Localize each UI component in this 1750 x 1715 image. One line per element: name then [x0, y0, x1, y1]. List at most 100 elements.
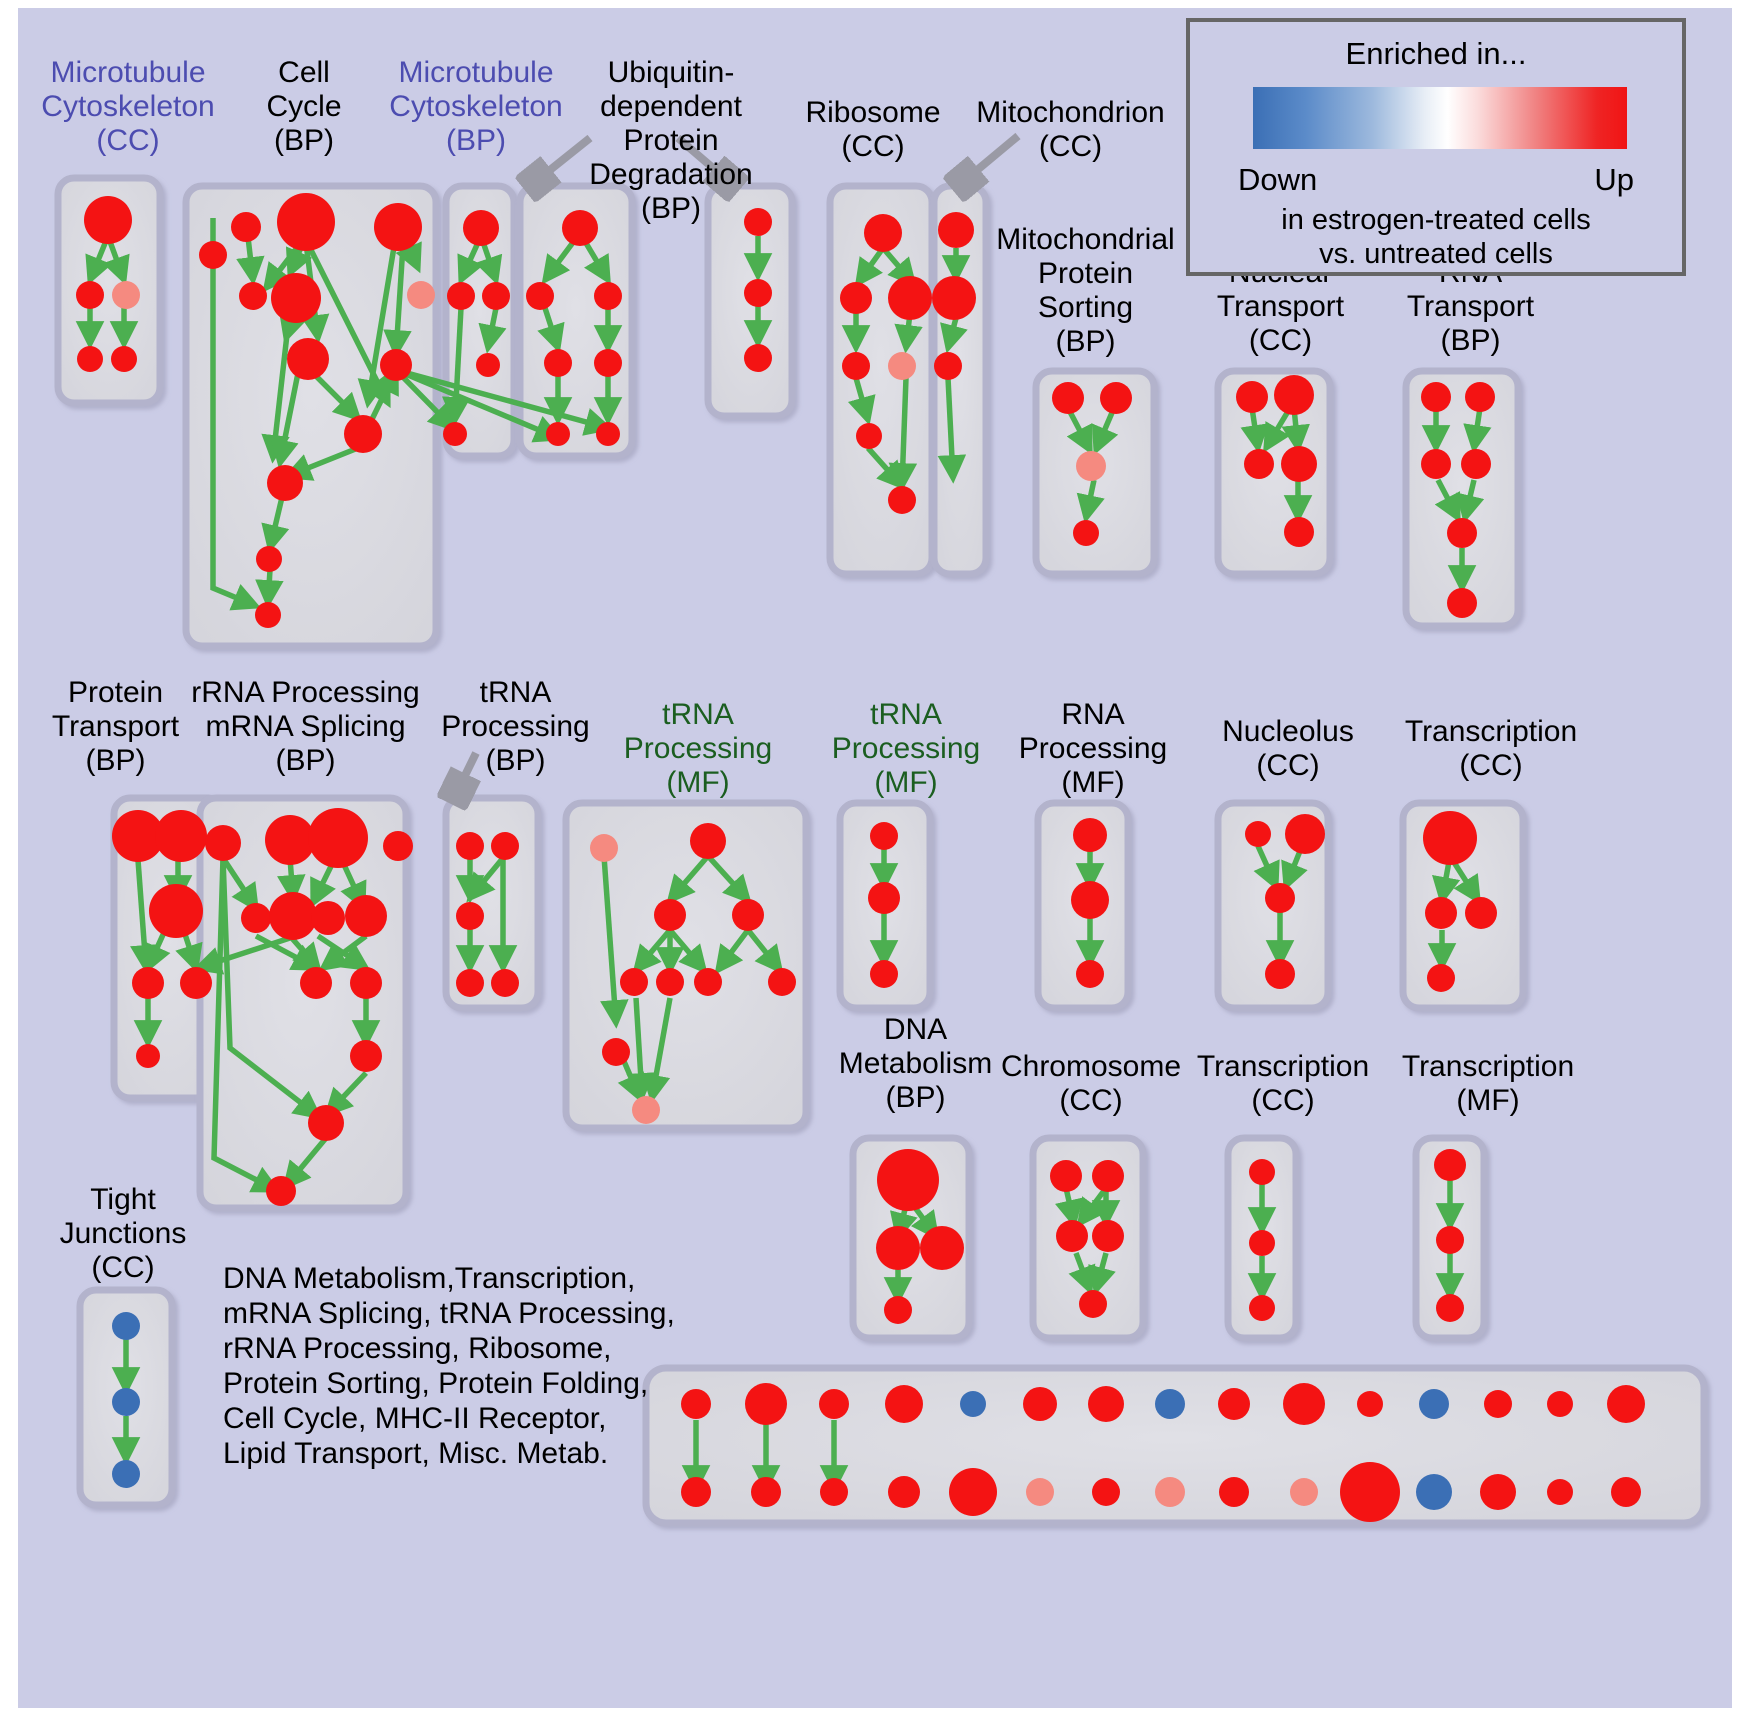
node[interactable]	[885, 1385, 923, 1423]
node[interactable]	[1465, 382, 1495, 412]
node[interactable]	[1421, 382, 1451, 412]
node[interactable]	[842, 352, 870, 380]
node[interactable]	[732, 899, 764, 931]
node[interactable]	[1274, 375, 1314, 415]
node[interactable]	[1547, 1479, 1573, 1505]
node[interactable]	[1340, 1462, 1400, 1522]
node[interactable]	[596, 422, 620, 446]
node[interactable]	[1427, 964, 1455, 992]
node[interactable]	[526, 282, 554, 310]
node[interactable]	[546, 422, 570, 446]
node[interactable]	[1092, 1220, 1124, 1252]
node[interactable]	[1073, 818, 1107, 852]
node[interactable]	[744, 279, 772, 307]
node[interactable]	[112, 810, 164, 862]
node[interactable]	[744, 208, 772, 236]
node[interactable]	[1447, 518, 1477, 548]
node[interactable]	[888, 1476, 920, 1508]
node[interactable]	[751, 1477, 781, 1507]
node[interactable]	[1236, 381, 1268, 413]
node[interactable]	[949, 1468, 997, 1516]
node[interactable]	[1050, 1160, 1082, 1192]
node[interactable]	[888, 276, 932, 320]
node[interactable]	[681, 1477, 711, 1507]
node[interactable]	[111, 346, 137, 372]
node[interactable]	[1071, 881, 1109, 919]
node[interactable]	[374, 203, 422, 251]
node[interactable]	[1285, 814, 1325, 854]
node[interactable]	[180, 967, 212, 999]
node[interactable]	[1073, 520, 1099, 546]
node[interactable]	[380, 349, 412, 381]
node[interactable]	[1100, 382, 1132, 414]
node[interactable]	[239, 282, 267, 310]
node[interactable]	[590, 834, 618, 862]
node[interactable]	[1219, 1477, 1249, 1507]
node[interactable]	[269, 892, 317, 940]
node[interactable]	[864, 214, 902, 252]
node[interactable]	[620, 968, 648, 996]
node[interactable]	[820, 1478, 848, 1506]
node[interactable]	[632, 1096, 660, 1124]
node[interactable]	[231, 212, 261, 242]
node[interactable]	[456, 969, 484, 997]
node[interactable]	[938, 212, 974, 248]
node[interactable]	[745, 1383, 787, 1425]
node[interactable]	[463, 210, 499, 246]
node[interactable]	[456, 902, 484, 930]
node[interactable]	[256, 546, 282, 572]
node[interactable]	[654, 899, 686, 931]
node[interactable]	[1434, 1149, 1466, 1181]
node[interactable]	[491, 832, 519, 860]
node[interactable]	[1023, 1387, 1057, 1421]
node[interactable]	[960, 1391, 986, 1417]
node[interactable]	[1249, 1159, 1275, 1185]
node[interactable]	[265, 815, 315, 865]
node[interactable]	[199, 241, 227, 269]
node[interactable]	[544, 349, 572, 377]
node[interactable]	[205, 825, 241, 861]
node[interactable]	[136, 1044, 160, 1068]
node[interactable]	[112, 1460, 140, 1488]
node[interactable]	[1079, 1290, 1107, 1318]
node[interactable]	[888, 352, 916, 380]
node[interactable]	[149, 884, 203, 938]
node[interactable]	[1425, 897, 1457, 929]
node[interactable]	[241, 903, 271, 933]
node[interactable]	[1265, 883, 1295, 913]
node[interactable]	[1290, 1478, 1318, 1506]
node[interactable]	[656, 968, 684, 996]
node[interactable]	[1088, 1386, 1124, 1422]
node[interactable]	[476, 353, 500, 377]
node[interactable]	[1026, 1478, 1054, 1506]
node[interactable]	[308, 808, 368, 868]
node[interactable]	[840, 282, 872, 314]
node[interactable]	[1611, 1477, 1641, 1507]
node[interactable]	[870, 822, 898, 850]
node[interactable]	[266, 1176, 296, 1206]
node[interactable]	[300, 967, 332, 999]
node[interactable]	[1155, 1477, 1185, 1507]
node[interactable]	[1607, 1385, 1645, 1423]
node[interactable]	[1281, 446, 1317, 482]
node[interactable]	[350, 967, 382, 999]
node[interactable]	[934, 352, 962, 380]
node[interactable]	[1076, 451, 1106, 481]
node[interactable]	[884, 1296, 912, 1324]
node[interactable]	[768, 968, 796, 996]
node[interactable]	[277, 193, 335, 251]
node[interactable]	[447, 282, 475, 310]
node[interactable]	[1436, 1294, 1464, 1322]
node[interactable]	[920, 1226, 964, 1270]
node[interactable]	[345, 895, 387, 937]
node[interactable]	[1056, 1220, 1088, 1252]
node[interactable]	[267, 465, 303, 501]
node[interactable]	[681, 1389, 711, 1419]
node[interactable]	[407, 281, 435, 309]
node[interactable]	[888, 486, 916, 514]
node[interactable]	[562, 210, 598, 246]
node[interactable]	[856, 423, 882, 449]
node[interactable]	[112, 1312, 140, 1340]
node[interactable]	[77, 346, 103, 372]
node[interactable]	[311, 901, 345, 935]
